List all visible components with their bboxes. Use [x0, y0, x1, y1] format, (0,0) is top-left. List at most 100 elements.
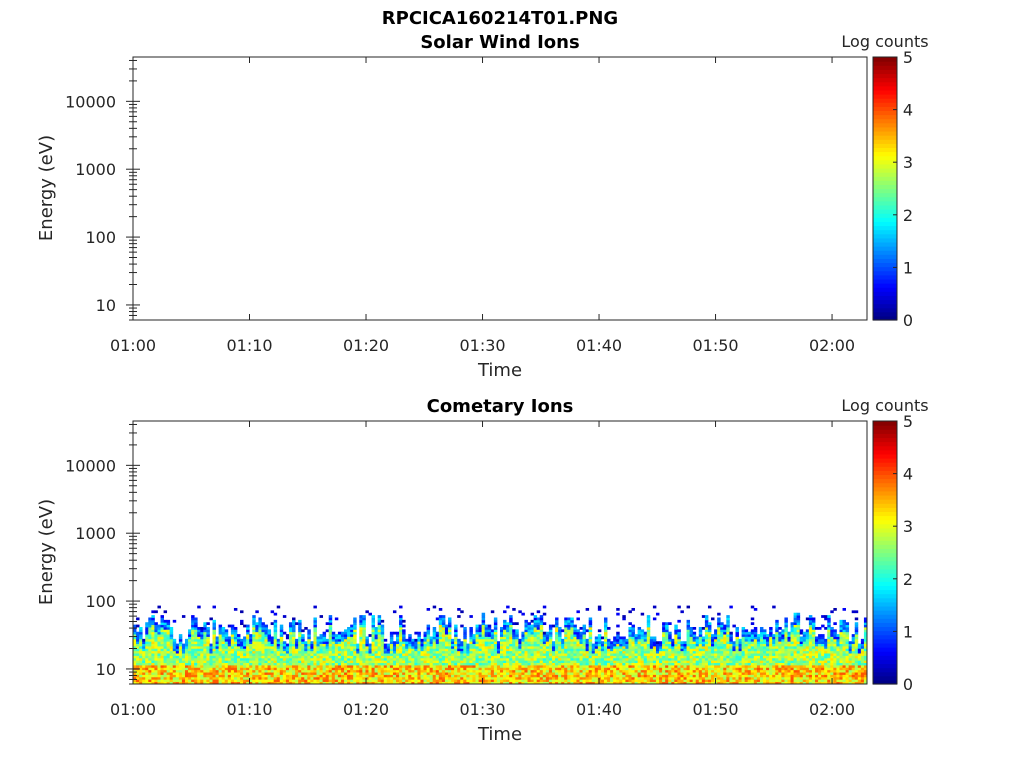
heatmap-cell	[148, 674, 152, 678]
heatmap-cell	[252, 645, 256, 649]
heatmap-cell	[292, 636, 296, 640]
heatmap-cell	[316, 645, 320, 649]
heatmap-cell	[139, 657, 143, 661]
heatmap-cell	[512, 622, 516, 626]
heatmap-cell	[591, 662, 596, 666]
heatmap-cell	[640, 634, 645, 637]
heatmap-cell	[368, 655, 372, 659]
heatmap-cell	[402, 636, 406, 640]
heatmap-cell	[735, 669, 739, 673]
heatmap-cell	[726, 624, 730, 628]
heatmap-cell	[723, 681, 727, 685]
heatmap-cell	[545, 679, 550, 683]
heatmap-cell	[178, 676, 183, 680]
heatmap-cell	[362, 629, 366, 633]
heatmap-cell	[478, 645, 483, 649]
heatmap-cell	[347, 679, 351, 683]
heatmap-cell	[564, 622, 568, 626]
heatmap-cell	[579, 636, 583, 640]
heatmap-cell	[255, 681, 259, 685]
heatmap-cell	[133, 624, 137, 628]
heatmap-cell	[564, 634, 568, 637]
heatmap-cell	[726, 631, 730, 635]
heatmap-cell	[133, 653, 137, 656]
heatmap-cell	[533, 648, 538, 652]
heatmap-cell	[429, 667, 434, 671]
heatmap-cell	[677, 681, 681, 685]
heatmap-cell	[184, 667, 189, 671]
colorbar-segment	[873, 287, 897, 292]
heatmap-cell	[402, 624, 406, 628]
heatmap-cell	[203, 672, 207, 675]
heatmap-cell	[704, 648, 709, 652]
heatmap-cell	[380, 669, 385, 673]
heatmap-cell	[555, 631, 559, 635]
heatmap-cell	[695, 679, 700, 683]
heatmap-cell	[142, 667, 146, 671]
heatmap-cell	[570, 619, 574, 623]
heatmap-cell	[184, 653, 189, 656]
heatmap-cell	[371, 617, 376, 621]
heatmap-cell	[686, 664, 691, 668]
heatmap-cell	[603, 660, 608, 664]
heatmap-cell	[518, 650, 522, 654]
heatmap-cell	[564, 643, 568, 647]
heatmap-cell	[353, 662, 357, 666]
heatmap-cell	[206, 653, 210, 656]
heatmap-cell	[221, 655, 226, 659]
heatmap-cell	[148, 629, 152, 633]
heatmap-cell	[322, 679, 327, 683]
heatmap-cell	[500, 650, 504, 654]
x-tick-label: 02:00	[809, 336, 855, 355]
heatmap-cell	[655, 660, 660, 664]
heatmap-cell	[279, 645, 284, 649]
heatmap-cell	[197, 638, 201, 642]
heatmap-cell	[279, 667, 284, 671]
heatmap-cell	[203, 679, 207, 683]
heatmap-cell	[597, 681, 602, 685]
heatmap-cell	[319, 615, 324, 618]
heatmap-cell	[322, 636, 327, 640]
heatmap-cell	[438, 645, 443, 649]
heatmap-cell	[252, 653, 256, 656]
heatmap-cell	[157, 636, 161, 640]
heatmap-cell	[619, 643, 623, 647]
heatmap-cell	[625, 643, 629, 647]
heatmap-cell	[603, 667, 608, 671]
heatmap-cell	[490, 650, 495, 654]
heatmap-cell	[668, 638, 672, 642]
heatmap-cell	[542, 679, 547, 683]
heatmap-cell	[230, 660, 235, 664]
heatmap-cell	[194, 669, 198, 673]
heatmap-cell	[613, 660, 617, 664]
heatmap-cell	[466, 653, 470, 656]
heatmap-cell	[545, 667, 550, 671]
heatmap-cell	[579, 653, 583, 656]
heatmap-cell	[469, 641, 473, 645]
heatmap-cell	[316, 643, 320, 647]
heatmap-cell	[276, 650, 281, 654]
heatmap-cell	[353, 664, 357, 668]
heatmap-cell	[264, 643, 268, 647]
heatmap-cell	[616, 676, 620, 680]
heatmap-cell	[475, 634, 479, 637]
heatmap-cell	[711, 636, 715, 640]
heatmap-cell	[301, 657, 305, 661]
heatmap-cell	[619, 641, 623, 645]
heatmap-cell	[362, 650, 366, 654]
heatmap-cell	[340, 645, 345, 649]
heatmap-cell	[530, 662, 535, 666]
heatmap-cell	[527, 631, 531, 635]
heatmap-cell	[747, 676, 752, 680]
heatmap-cell	[481, 650, 486, 654]
heatmap-cell	[518, 643, 522, 647]
heatmap-cell	[191, 619, 195, 623]
heatmap-cell	[371, 626, 376, 630]
heatmap-cell	[625, 662, 629, 666]
heatmap-cell	[643, 655, 648, 659]
heatmap-cell	[662, 674, 666, 678]
heatmap-cell	[628, 634, 632, 637]
heatmap-cell	[337, 664, 342, 668]
heatmap-cell	[460, 610, 464, 614]
heatmap-cell	[441, 624, 446, 628]
